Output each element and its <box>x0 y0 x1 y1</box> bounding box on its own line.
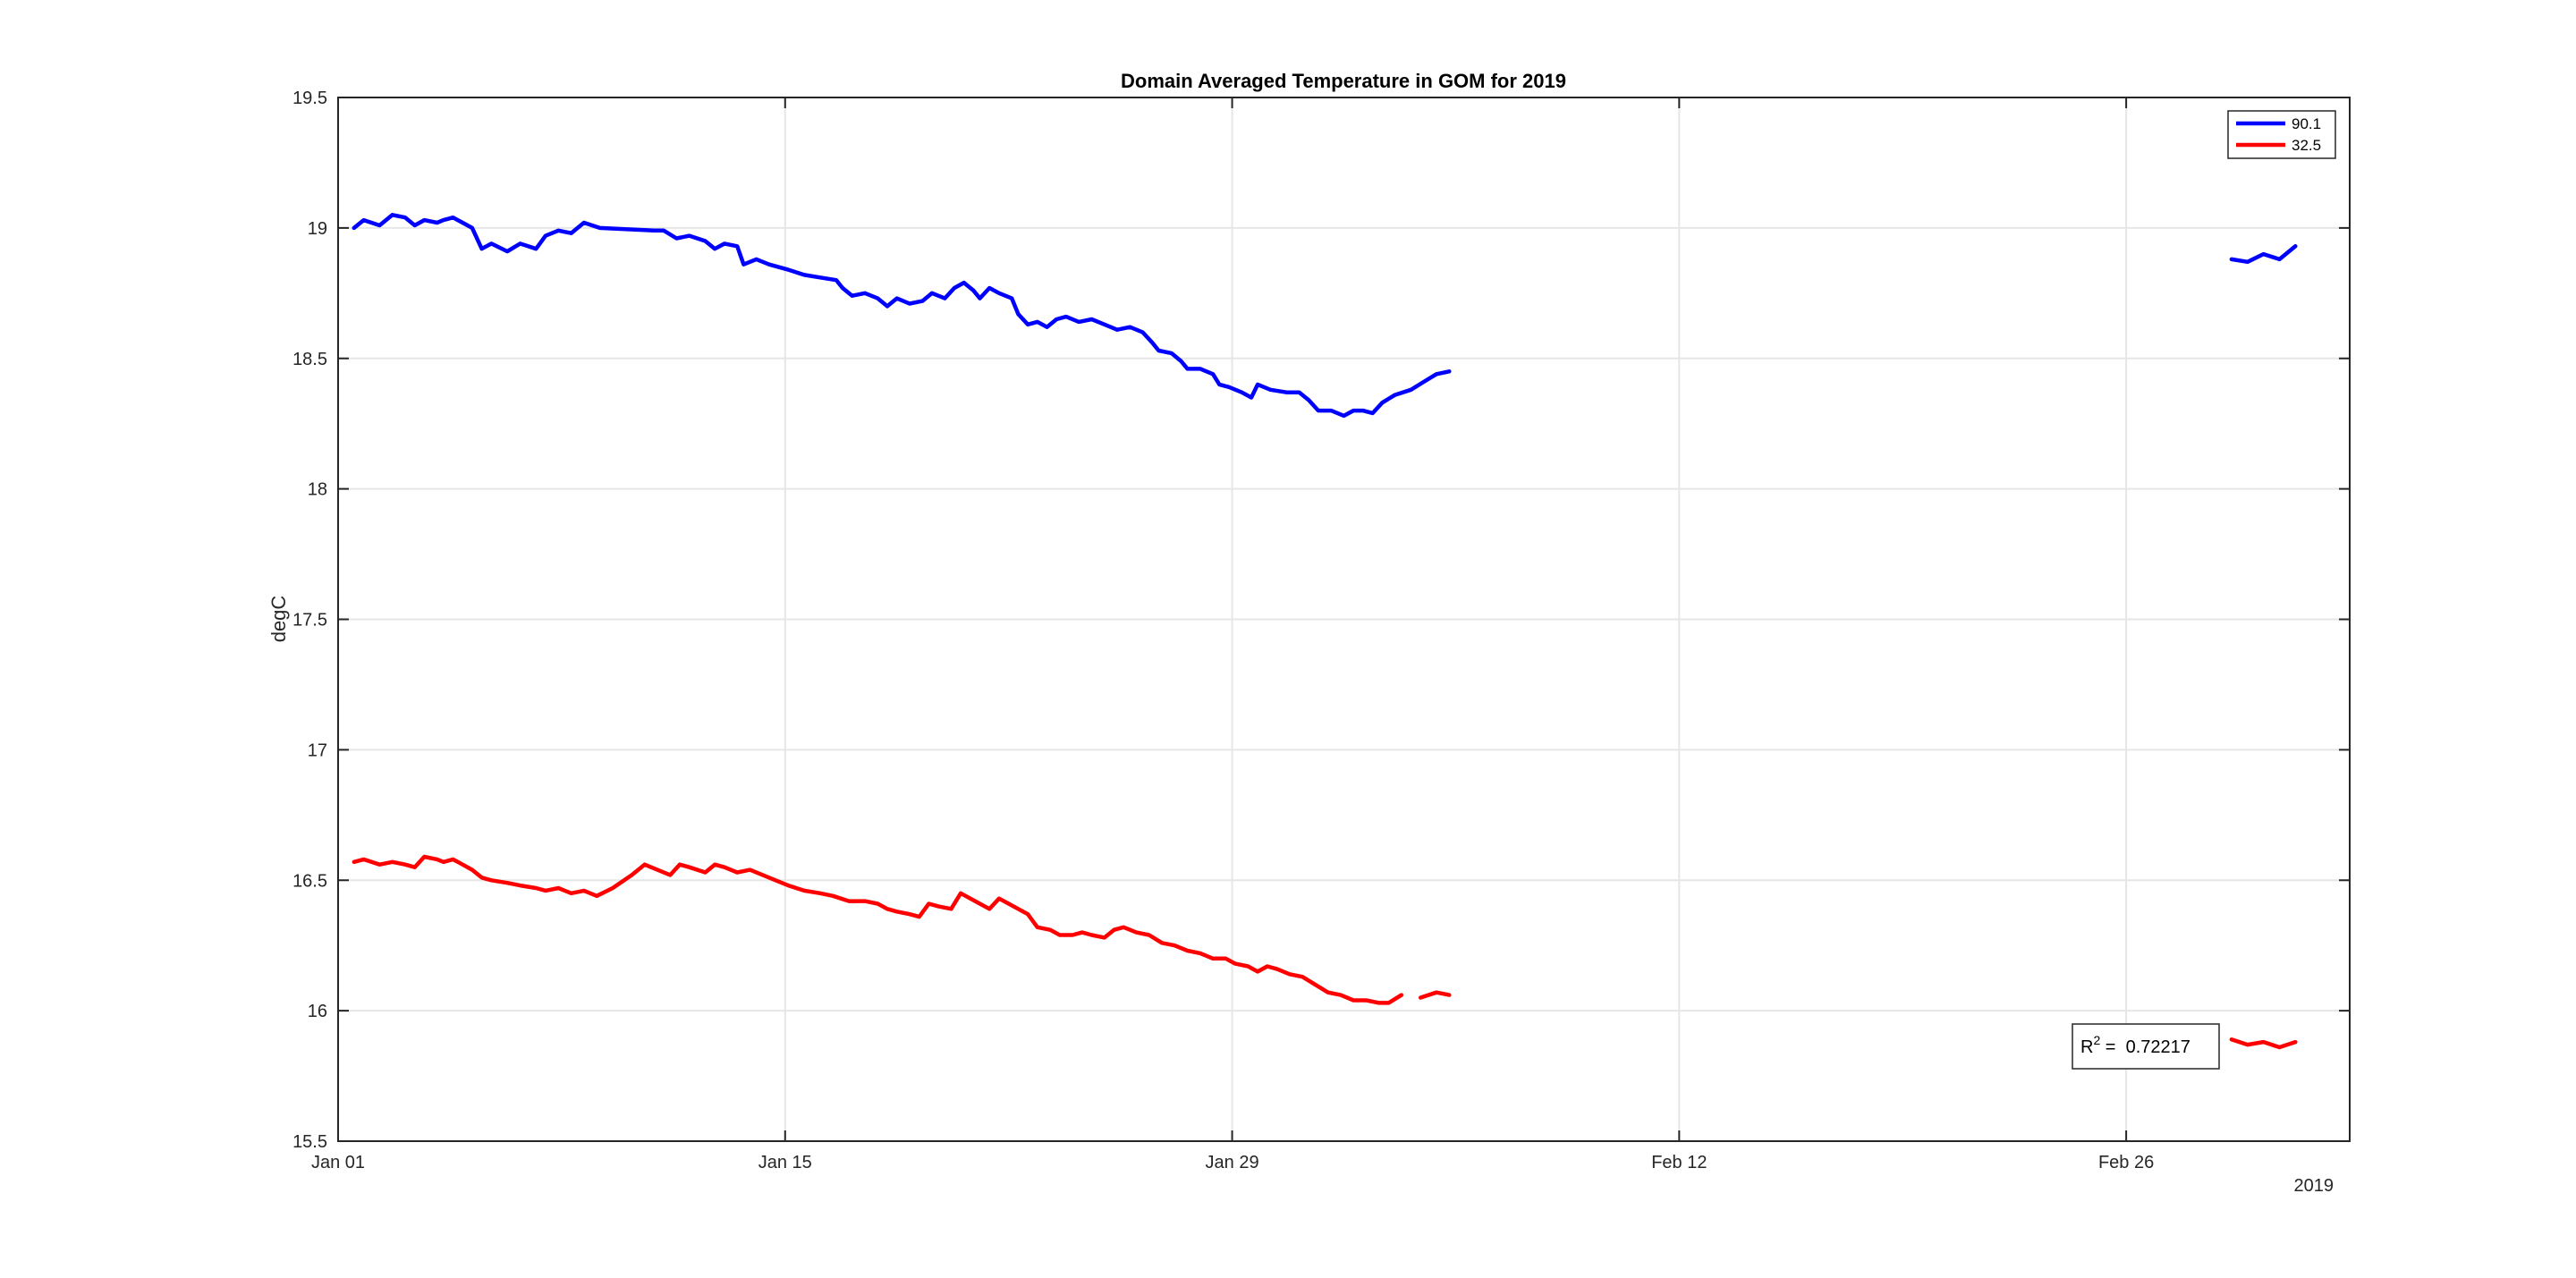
r-squared-value: 0.72217 <box>2126 1037 2190 1057</box>
x-tick-label-2: Jan 29 <box>1206 1153 1259 1172</box>
x-tick-label-1: Jan 15 <box>758 1153 812 1172</box>
series-line-32-5-segment-0 <box>352 854 1404 1005</box>
y-tick-label-7: 19 <box>308 219 327 239</box>
y-tick-label-2: 16.5 <box>292 871 327 891</box>
x-tick-label-0: Jan 01 <box>311 1153 365 1172</box>
y-tick-label-8: 19.5 <box>292 89 327 108</box>
series-layer <box>352 213 2298 1050</box>
r-squared-equals: = <box>2100 1037 2125 1057</box>
y-tick-label-5: 18 <box>308 480 327 500</box>
x-tick-label-3: Feb 12 <box>1651 1153 1707 1172</box>
series-line-32-5-segment-2 <box>2229 1037 2298 1050</box>
legend-label-32-5: 32.5 <box>2292 137 2321 154</box>
r-squared-box <box>2072 1023 2220 1070</box>
y-tick-label-0: 15.5 <box>292 1132 327 1152</box>
legend-label-90-1: 90.1 <box>2292 115 2321 132</box>
r-squared-superscript: 2 <box>2093 1033 2100 1047</box>
series-90-1 <box>352 213 2298 419</box>
y-tick-label-4: 17.5 <box>292 611 327 631</box>
series-line-32-5-segment-1 <box>1418 990 1452 1000</box>
y-tick-label-3: 17 <box>308 741 327 760</box>
legend-box <box>2227 110 2336 159</box>
series-32-5 <box>352 854 2298 1050</box>
x-axis-year-label: 2019 <box>2294 1176 2334 1196</box>
legend: 90.1 32.5 <box>2227 110 2336 159</box>
r-squared-label: R <box>2080 1037 2093 1057</box>
series-line-90-1-segment-0 <box>352 213 1452 419</box>
tick-labels: Jan 01 Jan 15 Jan 29 Feb 12 Feb 26 15.5 16 16.5… <box>292 89 2154 1172</box>
ticks <box>337 97 2350 1142</box>
y-tick-label-6: 18.5 <box>292 350 327 369</box>
chart-title: Domain Averaged Temperature in GOM for 2… <box>1121 70 1566 92</box>
series-line-90-1-segment-1 <box>2229 244 2298 265</box>
y-axis-title: degC <box>267 596 290 643</box>
y-tick-label-1: 16 <box>308 1002 327 1021</box>
r-squared-text: R2 = 0.72217 <box>2080 1033 2190 1057</box>
grid <box>338 97 2350 1141</box>
r-squared-annotation: R2 = 0.72217 <box>2072 1023 2220 1070</box>
x-tick-label-4: Feb 26 <box>2098 1153 2154 1172</box>
